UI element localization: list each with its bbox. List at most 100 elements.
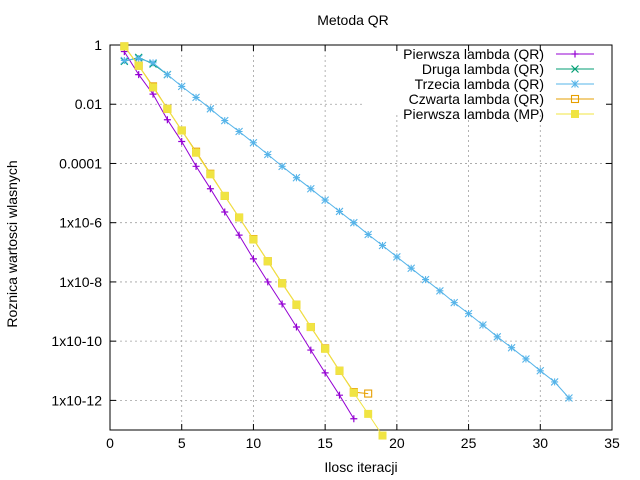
data-point bbox=[421, 275, 430, 284]
data-point bbox=[464, 309, 473, 318]
data-point bbox=[479, 321, 487, 329]
data-point bbox=[364, 409, 373, 418]
data-point bbox=[263, 257, 272, 266]
data-point bbox=[321, 344, 330, 353]
series-layer bbox=[120, 42, 573, 440]
data-point bbox=[349, 388, 358, 397]
data-point bbox=[192, 162, 200, 170]
legend-item: Czwarta lambda (QR) bbox=[409, 91, 594, 107]
data-point bbox=[220, 116, 229, 125]
data-point bbox=[550, 378, 559, 386]
data-point bbox=[163, 104, 172, 113]
data-point bbox=[263, 150, 272, 159]
x-tick-label: 0 bbox=[106, 435, 114, 451]
data-point bbox=[349, 218, 358, 227]
data-point bbox=[206, 104, 215, 113]
y-tick-label: 0.0001 bbox=[59, 155, 102, 171]
x-axis-label: Ilosc iteracji bbox=[324, 459, 397, 475]
data-point bbox=[450, 298, 459, 307]
data-point bbox=[493, 332, 502, 341]
series-1 bbox=[120, 48, 358, 423]
legend-label: Pierwsza lambda (QR) bbox=[403, 46, 544, 62]
legend-marker bbox=[571, 80, 579, 88]
x-tick-label: 35 bbox=[604, 435, 620, 451]
data-point bbox=[278, 162, 287, 171]
data-point bbox=[321, 196, 330, 204]
chart-title: Metoda QR bbox=[317, 12, 389, 28]
legend: Pierwsza lambda (QR)Druga lambda (QR)Trz… bbox=[403, 46, 594, 122]
data-point bbox=[192, 93, 200, 102]
legend-item: Pierwsza lambda (QR) bbox=[403, 46, 594, 62]
legend-label: Czwarta lambda (QR) bbox=[409, 91, 544, 107]
data-point bbox=[120, 56, 129, 65]
data-point bbox=[407, 264, 416, 273]
y-tick-label: 0.01 bbox=[75, 96, 102, 112]
data-point bbox=[192, 148, 201, 157]
legend-marker bbox=[571, 65, 579, 73]
legend-label: Druga lambda (QR) bbox=[422, 61, 544, 77]
axis-ticks: 0 5 10 15 20 25 30 35 1 0.01 0.0001 1x10-6 1x10-8 1x1… bbox=[51, 37, 620, 451]
data-point bbox=[321, 369, 329, 377]
legend-marker bbox=[570, 94, 580, 104]
data-point bbox=[206, 185, 214, 193]
data-point bbox=[134, 61, 143, 70]
data-point bbox=[350, 415, 358, 423]
data-point bbox=[278, 279, 287, 288]
data-point bbox=[378, 241, 387, 250]
data-point bbox=[522, 355, 530, 363]
data-point bbox=[163, 70, 172, 79]
data-point bbox=[177, 126, 186, 135]
data-point bbox=[135, 71, 143, 79]
data-point bbox=[220, 191, 229, 200]
data-point bbox=[335, 366, 344, 375]
data-point bbox=[235, 127, 243, 136]
data-point bbox=[249, 255, 257, 263]
data-point bbox=[335, 207, 344, 216]
legend-item: Druga lambda (QR) bbox=[422, 61, 594, 77]
x-tick-label: 10 bbox=[246, 435, 262, 451]
data-point bbox=[335, 391, 343, 399]
data-point bbox=[307, 346, 315, 354]
legend-label: Trzecia lambda (QR) bbox=[415, 76, 544, 92]
legend-item: Pierwsza lambda (MP) bbox=[403, 106, 594, 122]
plot-frame bbox=[109, 44, 613, 431]
legend-item: Trzecia lambda (QR) bbox=[415, 76, 594, 92]
data-point bbox=[235, 231, 243, 239]
legend-label: Pierwsza lambda (MP) bbox=[403, 106, 544, 122]
data-point bbox=[292, 300, 301, 309]
series-5 bbox=[120, 42, 387, 440]
data-point bbox=[149, 83, 158, 92]
legend-marker bbox=[571, 110, 579, 118]
legend-marker bbox=[571, 50, 579, 58]
y-axis-label: Roznica wartosci wlasnych bbox=[4, 160, 20, 327]
data-point bbox=[306, 323, 315, 332]
data-point bbox=[206, 170, 215, 179]
y-tick-label: 1x10-6 bbox=[59, 215, 102, 231]
data-point bbox=[264, 278, 272, 286]
x-tick-label: 15 bbox=[317, 435, 333, 451]
y-tick-label: 1x10-12 bbox=[51, 392, 102, 408]
data-point bbox=[278, 300, 286, 308]
x-tick-label: 25 bbox=[461, 435, 477, 451]
data-point bbox=[392, 253, 401, 261]
data-point bbox=[292, 173, 301, 182]
data-point bbox=[235, 213, 244, 222]
data-point bbox=[221, 208, 229, 216]
data-point bbox=[249, 235, 258, 244]
data-point bbox=[120, 42, 129, 51]
data-point bbox=[536, 366, 545, 375]
data-point bbox=[378, 431, 387, 440]
data-point bbox=[507, 343, 516, 352]
data-point bbox=[565, 394, 573, 402]
y-tick-label: 1 bbox=[94, 37, 102, 53]
x-tick-label: 5 bbox=[178, 435, 186, 451]
data-point bbox=[249, 138, 258, 147]
data-point bbox=[177, 82, 186, 91]
data-point bbox=[364, 230, 373, 239]
data-point bbox=[306, 184, 315, 193]
data-point bbox=[163, 116, 171, 124]
y-tick-label: 1x10-8 bbox=[59, 274, 102, 290]
grid bbox=[110, 45, 612, 430]
y-tick-label: 1x10-10 bbox=[51, 333, 102, 349]
